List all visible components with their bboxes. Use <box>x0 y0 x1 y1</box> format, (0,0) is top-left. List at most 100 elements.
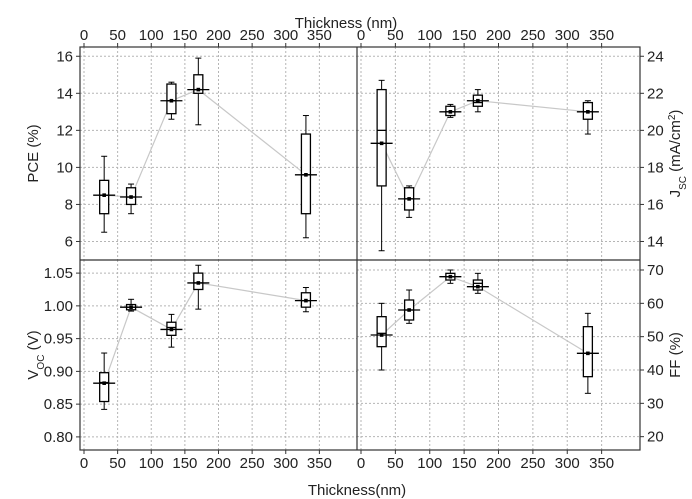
y-tick-label: 40 <box>647 362 664 379</box>
y-tick-label: 22 <box>647 85 664 102</box>
mean-marker <box>586 110 590 114</box>
y-tick-label: 60 <box>647 295 664 312</box>
x-tick-label: 0 <box>80 27 88 44</box>
x-tick-label: 150 <box>172 455 197 472</box>
x-tick-label: 300 <box>273 455 298 472</box>
mean-marker <box>586 351 590 356</box>
x-tick-label: 150 <box>172 27 197 44</box>
x-tick-label: 50 <box>109 455 126 472</box>
box-ff-4 <box>576 312 599 394</box>
x-tick-label: 350 <box>589 455 614 472</box>
box-ff-1 <box>398 289 421 324</box>
y-axis-title-subscript: OC <box>36 355 47 370</box>
mean-marker <box>448 274 453 279</box>
bottom-axis-title: Thickness(nm) <box>308 482 406 499</box>
y-tick-label: 8 <box>65 196 73 213</box>
y-axis-title-voc: VOC (V) <box>25 330 47 379</box>
box-voc-1 <box>120 298 143 312</box>
mean-marker <box>379 333 384 337</box>
x-tick-label: 100 <box>417 27 442 44</box>
x-tick-label: 200 <box>206 455 231 472</box>
mean-marker <box>196 281 201 285</box>
mean-marker <box>476 98 480 103</box>
box-pce-3 <box>187 57 210 126</box>
mean-connector-line <box>381 100 588 201</box>
mean-marker <box>129 305 133 309</box>
mean-marker <box>129 195 133 199</box>
x-tick-label: 0 <box>357 455 365 472</box>
y-axis-title-main: V <box>25 370 42 380</box>
mean-marker <box>304 173 308 177</box>
y-tick-label: 70 <box>647 262 664 279</box>
box-ff-3 <box>466 272 489 294</box>
panel-jsc: 14 16 18 20 22 24 JSC (mA/cm2) <box>357 47 689 260</box>
box-jsc-0 <box>370 79 393 252</box>
box-voc-4 <box>294 287 317 313</box>
mean-marker <box>476 284 480 289</box>
top-axis-title: Thickness (nm) <box>295 15 398 32</box>
y-axis-title-main: J <box>667 190 684 198</box>
x-tick-label: 100 <box>417 455 442 472</box>
box-voc-0 <box>93 352 116 410</box>
mean-connector-line <box>104 88 307 198</box>
x-tick-label: 50 <box>109 27 126 44</box>
y-tick-label: 0.85 <box>44 396 73 413</box>
mean-marker <box>169 98 174 103</box>
y-tick-label: 10 <box>56 159 73 176</box>
y-axis-title-ff: FF (%) <box>667 332 684 378</box>
box-jsc-4 <box>576 100 599 135</box>
mean-connector-line <box>103 282 307 384</box>
mean-marker <box>448 110 453 114</box>
x-tick-label: 350 <box>307 455 332 472</box>
y-axis-title-main: FF (%) <box>667 332 684 378</box>
box-body <box>99 179 110 215</box>
y-tick-label: 18 <box>647 159 664 176</box>
x-tick-label: 350 <box>307 27 332 44</box>
panel-ff: 20 30 40 50 60 70 FF (%) <box>357 260 684 450</box>
box-body <box>166 83 177 115</box>
y-axis-title-jsc: JSC (mA/cm2) <box>667 110 689 198</box>
box-voc-3 <box>187 264 210 310</box>
x-tick-label: 300 <box>555 455 580 472</box>
box-jsc-2 <box>439 103 462 118</box>
plot-frame <box>79 46 641 451</box>
x-tick-label: 150 <box>452 27 477 44</box>
box-pce-0 <box>93 155 116 233</box>
y-axis-title-subscript: SC <box>678 176 689 190</box>
mean-marker <box>102 381 106 385</box>
y-axis-title-main: PCE (%) <box>25 124 42 182</box>
y-tick-label: 20 <box>647 429 664 446</box>
y-tick-label: 0.90 <box>44 363 73 380</box>
y-tick-label: 30 <box>647 395 664 412</box>
x-tick-label: 50 <box>387 455 404 472</box>
box-pce-1 <box>120 183 143 215</box>
mean-marker <box>407 197 411 201</box>
y-axis-title-superscript: 2 <box>667 114 678 120</box>
y-axis-title-pce: PCE (%) <box>25 124 42 182</box>
box-ff-2 <box>439 269 462 284</box>
y-tick-label: 12 <box>56 122 73 139</box>
mean-marker <box>196 87 201 92</box>
box-jsc-3 <box>466 89 489 113</box>
y-axis-title-close: ) <box>667 110 684 115</box>
y-tick-label: 50 <box>647 329 664 346</box>
y-tick-label: 16 <box>56 48 73 65</box>
y-tick-label: 16 <box>647 196 664 213</box>
y-tick-label: 1.00 <box>44 298 73 315</box>
x-tick-label: 50 <box>387 27 404 44</box>
box-body <box>193 74 204 94</box>
x-tick-label: 0 <box>357 27 365 44</box>
mean-marker <box>169 327 174 332</box>
box-body <box>99 372 110 403</box>
y-tick-label: 14 <box>56 85 73 102</box>
mean-marker <box>379 141 384 146</box>
x-tick-label: 200 <box>486 27 511 44</box>
x-tick-label: 150 <box>452 455 477 472</box>
x-tick-label: 350 <box>589 27 614 44</box>
x-tick-label: 300 <box>555 27 580 44</box>
mean-marker <box>407 308 411 312</box>
y-tick-label: 0.80 <box>44 429 73 446</box>
box-pce-2 <box>160 81 183 120</box>
y-tick-label: 6 <box>65 233 73 250</box>
